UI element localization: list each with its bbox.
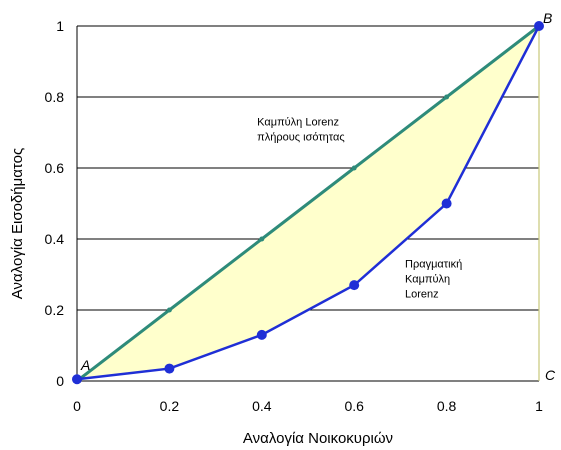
annotations: Καμπύλη Lorenz πλήρους ισότητας Πραγματική… (80, 10, 556, 383)
y-tick-label: 0 (56, 373, 64, 389)
y-axis-title: Αναλογία Εισοδήματος (9, 148, 26, 299)
annotation-text: Καμπύλη Lorenz πλήρους ισότητας (257, 116, 344, 143)
y-tick-label: 1 (56, 18, 64, 34)
x-axis-title: Αναλογία Νοικοκυριών (243, 430, 393, 447)
annotation-line: Καμπύλη Lorenz (257, 116, 339, 128)
lorenz-curve-line (76, 25, 541, 381)
tick-labels: 0 0.2 0.4 0.6 0.8 1 0 0.2 0.4 0.6 0.8 1 (45, 18, 544, 414)
x-tick-label: 1 (535, 398, 543, 414)
corner-label-c: C (545, 367, 556, 383)
annotation-line: Πραγματική (405, 258, 462, 270)
annotation-line: Καμπύλη (405, 273, 450, 285)
lorenz-point (441, 198, 452, 209)
lorenz-point (534, 21, 544, 31)
corner-label-a: A (80, 357, 90, 373)
corner-label-b: B (543, 10, 552, 26)
equality-point (166, 307, 172, 313)
series-lines (72, 21, 544, 385)
equality-point (259, 236, 265, 242)
equality-point (351, 165, 357, 171)
lorenz-point (349, 280, 360, 291)
x-tick-label: 0 (73, 398, 81, 414)
y-tick-label: 0.2 (45, 302, 65, 318)
lorenz-point (256, 329, 267, 340)
y-tick-label: 0.4 (45, 231, 65, 247)
x-tick-label: 0.2 (160, 398, 180, 414)
lorenz-point (164, 363, 175, 374)
annotation-text: Πραγματική Καμπύλη Lorenz (405, 258, 462, 300)
lorenz-point (72, 374, 82, 385)
y-tick-label: 0.8 (45, 89, 65, 105)
x-tick-label: 0.8 (437, 398, 457, 414)
x-tick-label: 0.6 (344, 398, 364, 414)
axes (76, 26, 540, 382)
x-tick-label: 0.4 (252, 398, 272, 414)
annotation-line: πλήρους ισότητας (257, 131, 344, 143)
y-tick-label: 0.6 (45, 160, 65, 176)
equality-line (76, 24, 540, 383)
equality-point (444, 94, 450, 100)
annotation-line: Lorenz (405, 288, 439, 300)
